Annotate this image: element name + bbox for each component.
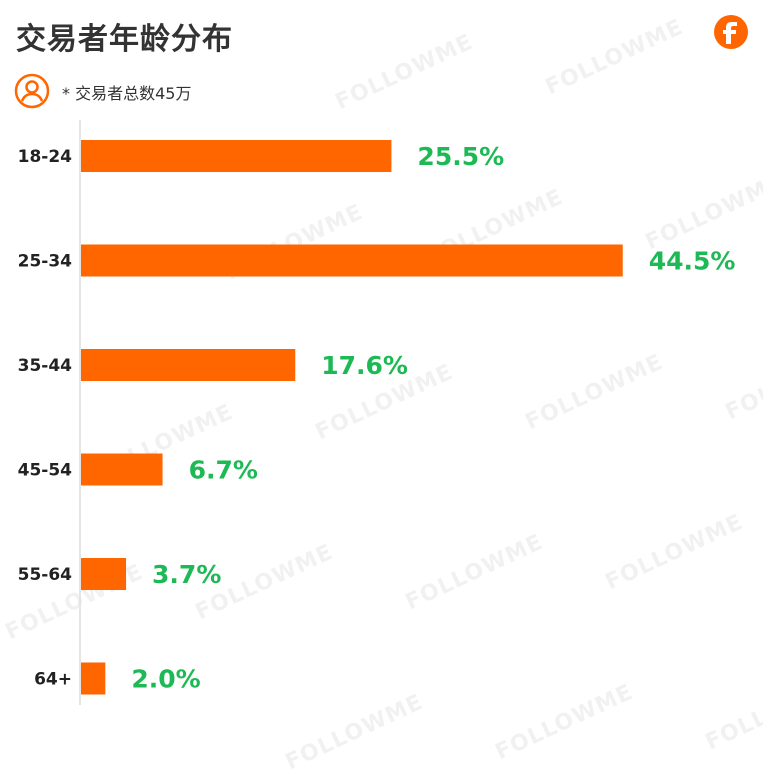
total-traders-note: * 交易者总数45万 — [62, 84, 192, 103]
category-label: 45-54 — [18, 461, 73, 481]
value-label: 3.7% — [152, 560, 221, 589]
value-label: 44.5% — [649, 247, 736, 276]
bar-25-34 — [81, 244, 623, 277]
bar-55-64 — [81, 558, 127, 590]
value-label: 25.5% — [417, 142, 504, 171]
value-label: 6.7% — [189, 456, 258, 485]
category-label: 25-34 — [18, 252, 73, 272]
chart-title: 交易者年龄分布 — [16, 22, 233, 57]
user-circle-icon — [14, 73, 50, 109]
followme-logo-icon — [714, 15, 748, 49]
category-label: 55-64 — [18, 565, 73, 585]
category-label: 35-44 — [18, 356, 73, 376]
bar-64+ — [81, 662, 106, 695]
value-label: 17.6% — [321, 351, 408, 380]
bar-35-44 — [81, 349, 296, 381]
category-label: 64+ — [34, 670, 72, 690]
bar-18-24 — [81, 140, 392, 172]
bar-45-54 — [81, 453, 163, 486]
value-label: 2.0% — [131, 665, 200, 694]
category-label: 18-24 — [18, 147, 73, 167]
